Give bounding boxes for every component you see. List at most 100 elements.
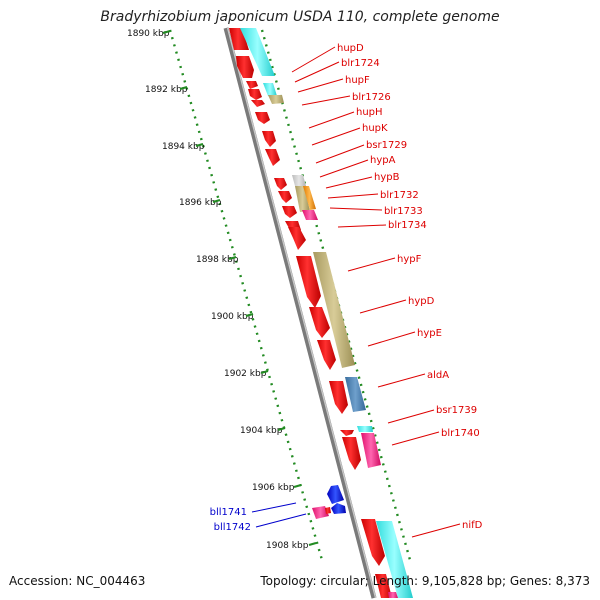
gene-label-blr1726[interactable]: blr1726 bbox=[352, 92, 391, 103]
gene-blr1740 bbox=[342, 437, 361, 470]
gene-label-hypB[interactable]: hypB bbox=[374, 172, 400, 183]
tick-mark bbox=[228, 255, 237, 261]
gene-aldA bbox=[329, 381, 348, 414]
leader-line bbox=[294, 61, 340, 83]
leader-line bbox=[411, 523, 461, 538]
gene-hupH bbox=[251, 100, 265, 107]
gene-hypF bbox=[296, 256, 321, 308]
block-cyan-2 bbox=[263, 83, 277, 96]
gene-bll1742 bbox=[312, 506, 329, 519]
gene-label-bsr1729[interactable]: bsr1729 bbox=[366, 140, 407, 151]
leader-line bbox=[308, 111, 355, 129]
gene-label-nifD[interactable]: nifD bbox=[462, 520, 483, 531]
leader-line bbox=[329, 207, 383, 211]
leader-line bbox=[359, 299, 407, 314]
block-pink-3 bbox=[388, 592, 398, 598]
genome-summary-text: Topology: circular; Length: 9,105,828 bp… bbox=[260, 574, 590, 588]
leader-line bbox=[347, 257, 396, 272]
tick-label: 1906 kbp bbox=[252, 483, 295, 493]
gene-label-blr1732[interactable]: blr1732 bbox=[380, 190, 419, 201]
gene-label-blr1733[interactable]: blr1733 bbox=[384, 206, 423, 217]
gene-nifD-tail bbox=[375, 574, 392, 598]
gene-label-hupH[interactable]: hupH bbox=[356, 107, 383, 118]
tick-layer: 1890 kbp 1892 kbp 1894 kbp 1896 kbp 1898 kbp… bbox=[127, 29, 317, 551]
tick-mark bbox=[260, 369, 269, 375]
gene-label-blr1740[interactable]: blr1740 bbox=[441, 428, 480, 439]
leader-line bbox=[387, 409, 435, 424]
block-cyan-1 bbox=[240, 28, 275, 76]
gene-hypE bbox=[317, 340, 336, 370]
tick-mark bbox=[308, 541, 317, 547]
leader-line bbox=[251, 502, 297, 513]
leader-line bbox=[291, 46, 336, 73]
gene-bsr1739 bbox=[340, 430, 354, 436]
tick-label: 1908 kbp bbox=[266, 541, 309, 551]
block-steel bbox=[345, 377, 366, 412]
leader-line bbox=[337, 224, 387, 228]
leader-line bbox=[301, 95, 351, 106]
gene-hypA bbox=[265, 149, 280, 166]
gene-label-hupF[interactable]: hupF bbox=[345, 75, 370, 86]
tick-mark bbox=[179, 85, 188, 91]
tick-mark bbox=[293, 483, 302, 489]
gene-blr1726 bbox=[248, 89, 262, 100]
gene-label-blr1724[interactable]: blr1724 bbox=[341, 58, 380, 69]
label-layer: hupD blr1724 hupF blr1726 hupH hupK bsr1729 hyp… bbox=[210, 43, 483, 538]
block-cyan-4 bbox=[376, 521, 413, 598]
gene-label-hypA[interactable]: hypA bbox=[370, 155, 396, 166]
block-olive-3 bbox=[313, 252, 355, 368]
leader-line bbox=[327, 193, 379, 199]
tick-label: 1902 kbp bbox=[224, 369, 267, 379]
genome-backbone-highlight bbox=[226, 27, 377, 599]
gene-hypB bbox=[274, 178, 287, 190]
genome-title: Bradyrhizobium japonicum USDA 110, compl… bbox=[100, 9, 500, 25]
block-olive-1 bbox=[268, 95, 284, 104]
block-cyan-3 bbox=[357, 426, 373, 432]
block-olive-2 bbox=[295, 186, 310, 212]
tick-mark bbox=[212, 198, 221, 204]
leader-line bbox=[255, 513, 307, 528]
gene-label-blr1734[interactable]: blr1734 bbox=[388, 220, 427, 231]
gene-blr1733 bbox=[282, 206, 297, 218]
tick-label: 1892 kbp bbox=[145, 85, 188, 95]
gene-blr1734b bbox=[288, 227, 306, 250]
gene-label-hypF[interactable]: hypF bbox=[397, 254, 422, 265]
reverse-genes bbox=[312, 485, 346, 519]
tick-label: 1898 kbp bbox=[196, 255, 239, 265]
gene-label-aldA[interactable]: aldA bbox=[427, 370, 449, 381]
accession-text: Accession: NC_004463 bbox=[9, 574, 146, 588]
leader-line bbox=[367, 331, 416, 347]
leader-line bbox=[311, 127, 361, 146]
gene-hypD bbox=[309, 307, 330, 338]
forward-genes bbox=[229, 28, 392, 598]
tick-label: 1890 kbp bbox=[127, 29, 170, 39]
gene-label-hypE[interactable]: hypE bbox=[417, 328, 442, 339]
gene-hupD bbox=[229, 28, 249, 50]
tick-label: 1900 kbp bbox=[211, 312, 254, 322]
gene-label-hupD[interactable]: hupD bbox=[337, 43, 364, 54]
genome-backbone bbox=[223, 27, 377, 599]
gene-blr1724 bbox=[236, 56, 254, 78]
leader-line bbox=[315, 144, 365, 164]
gene-label-bsr1739[interactable]: bsr1739 bbox=[436, 405, 477, 416]
gene-label-bll1742[interactable]: bll1742 bbox=[214, 522, 251, 533]
leader-line bbox=[377, 373, 426, 388]
leader-line bbox=[391, 431, 440, 446]
gene-nifD bbox=[361, 519, 385, 566]
gene-hupF bbox=[246, 81, 258, 89]
gene-label-hypD[interactable]: hypD bbox=[408, 296, 435, 307]
block-grey-1 bbox=[292, 175, 306, 186]
tick-track bbox=[168, 29, 324, 561]
tick-mark bbox=[162, 29, 171, 35]
tick-mark bbox=[245, 312, 254, 318]
block-pink-1 bbox=[302, 210, 318, 220]
block-orange bbox=[303, 186, 316, 210]
gene-label-hupK[interactable]: hupK bbox=[362, 123, 388, 134]
gene-label-bll1741[interactable]: bll1741 bbox=[210, 507, 247, 518]
tick-mark bbox=[195, 142, 204, 148]
gene-bll1742b bbox=[325, 507, 331, 514]
tick-label: 1894 kbp bbox=[162, 142, 205, 152]
outer-track bbox=[260, 29, 412, 561]
leader-line bbox=[297, 78, 344, 93]
